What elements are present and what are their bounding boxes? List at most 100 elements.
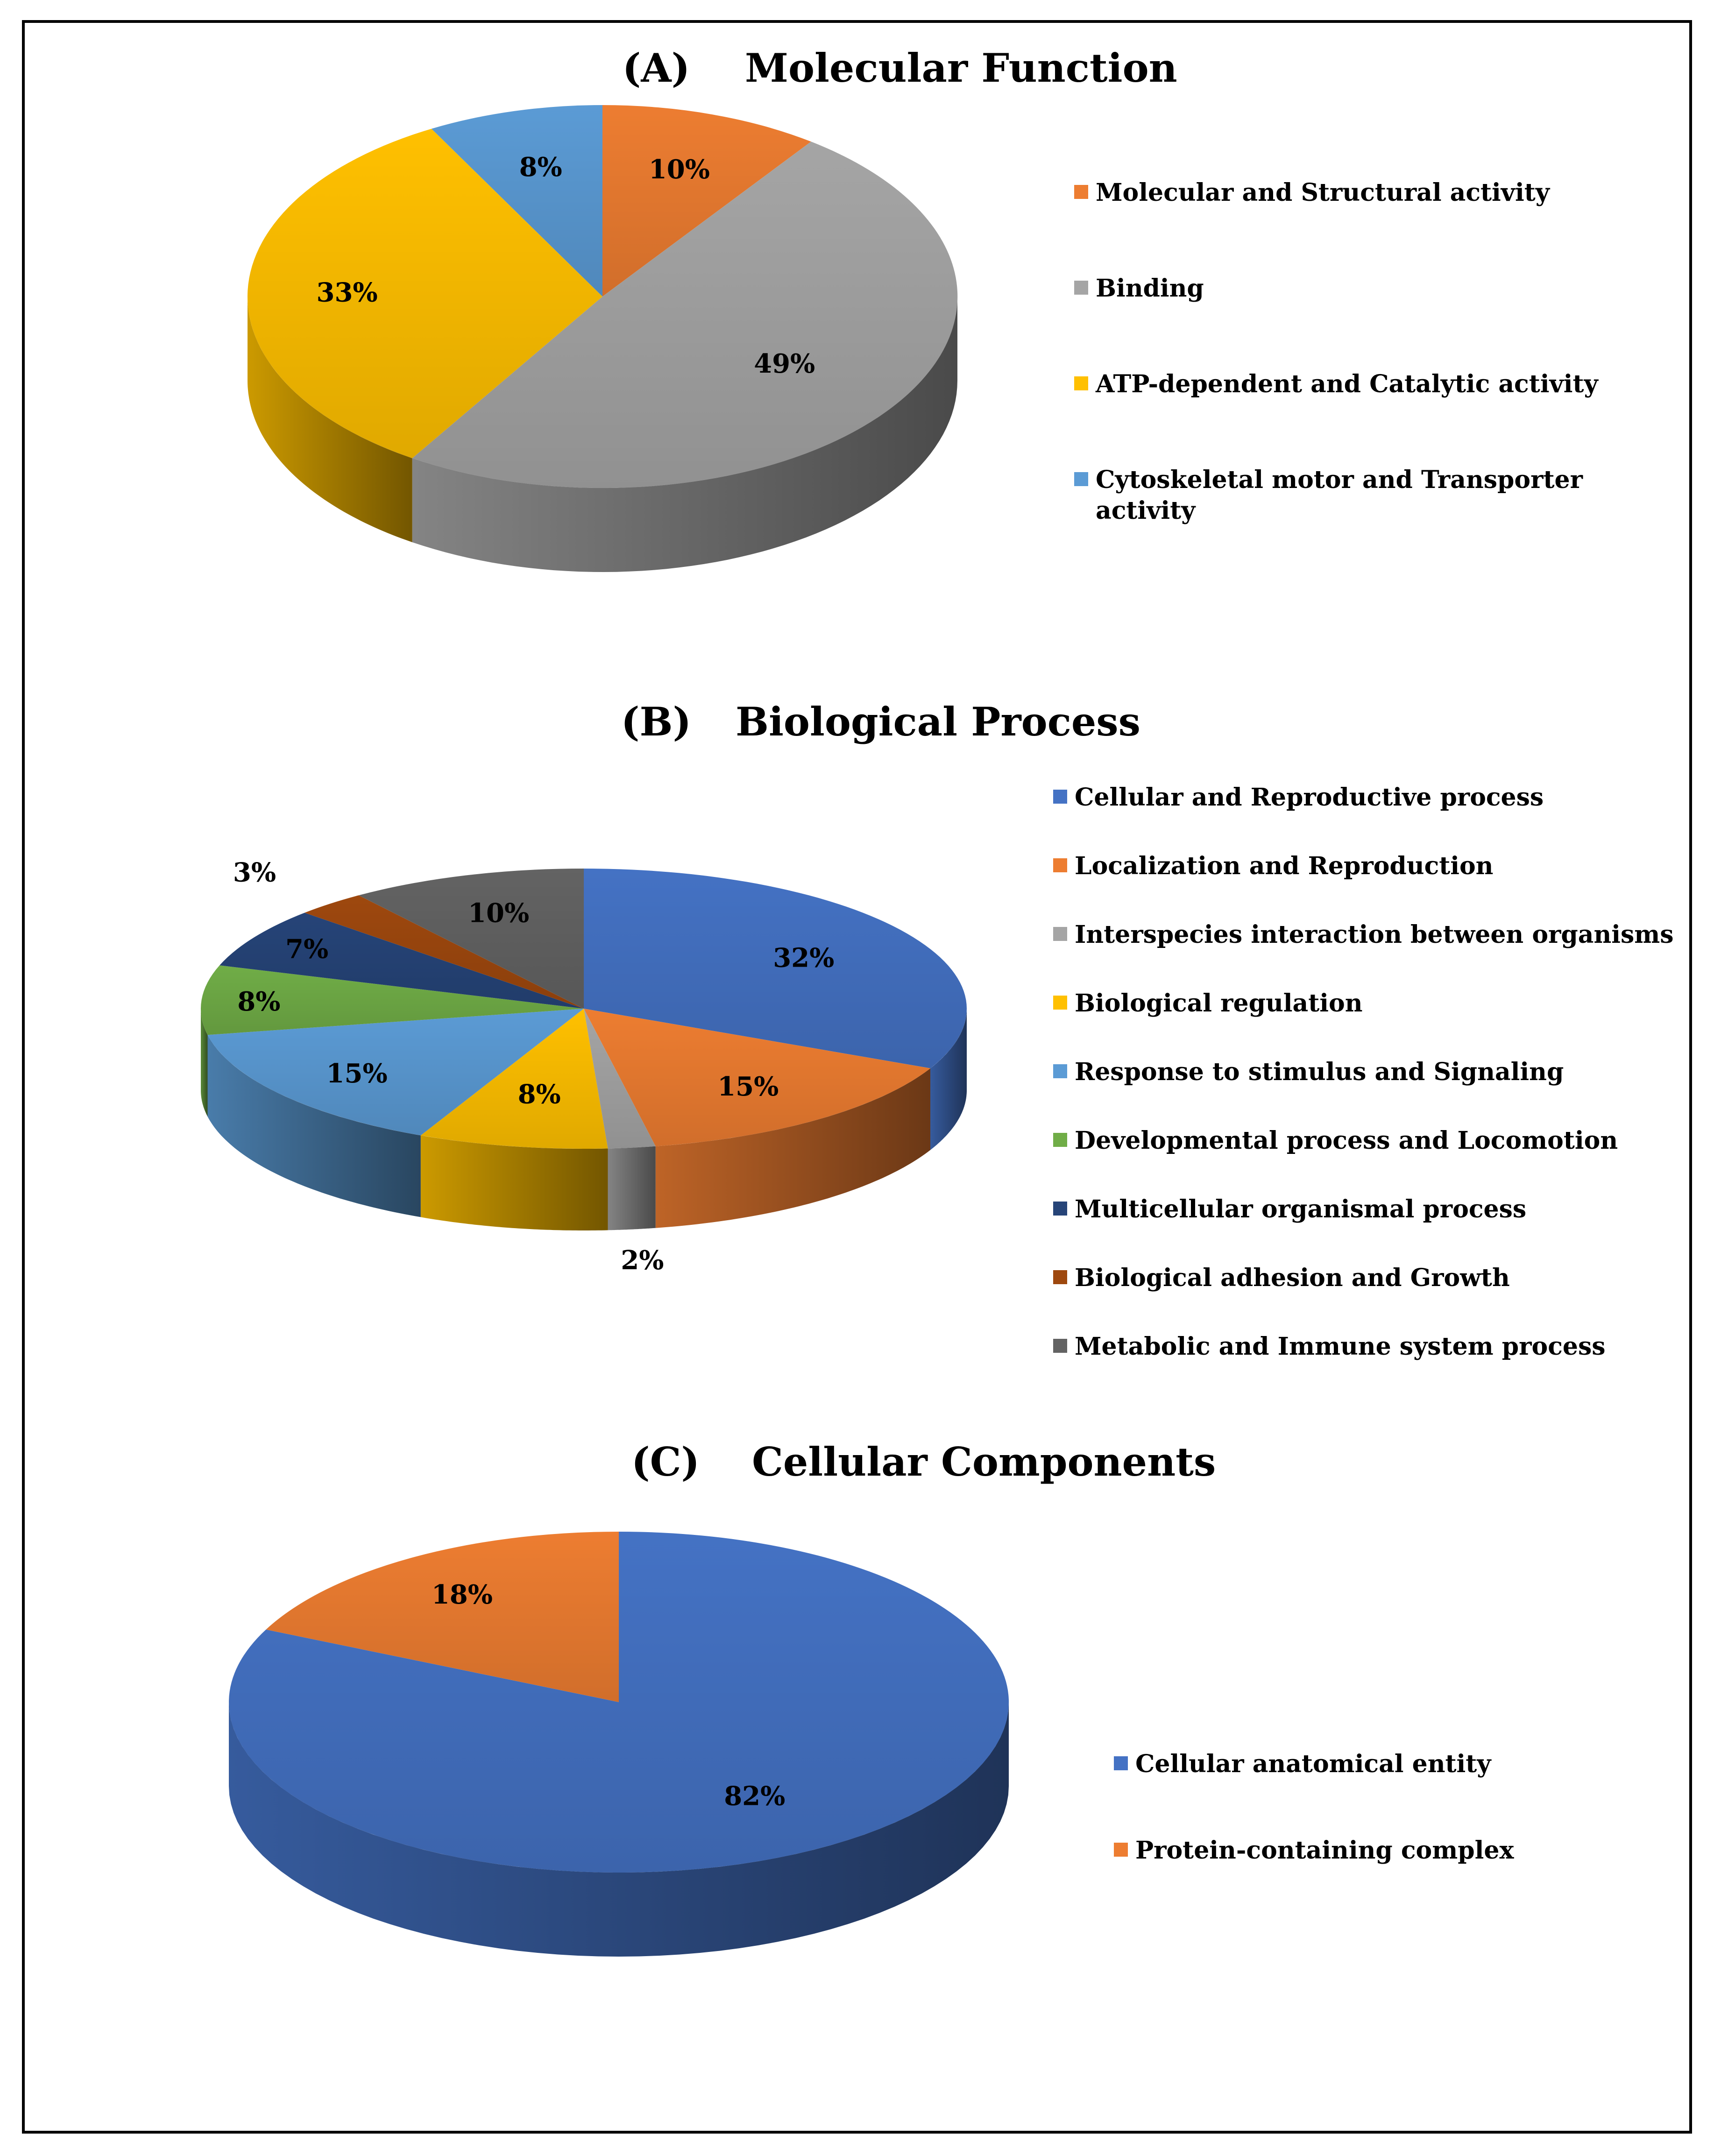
legend-label: Protein-containing complex	[1135, 1836, 1514, 1865]
legend-label: ATP-dependent and Catalytic activity	[1095, 370, 1599, 398]
slice-molecular-and-structural-activity	[602, 105, 811, 297]
chart-1-slices	[247, 105, 958, 488]
chart-2-letter: (B)	[621, 699, 692, 745]
chart-3-title: Cellular Components	[752, 1439, 1216, 1485]
data-label-atp-dependent-and-catalytic-activity: 33%	[317, 277, 378, 308]
legend-item-biological-regulation: Biological regulation	[1053, 989, 1363, 1018]
chart-1-letter: (A)	[623, 45, 690, 91]
slice-side-response-to-stimulus-and-signaling	[207, 1035, 421, 1217]
legend-swatch	[1053, 858, 1067, 872]
legend-label: Cellular anatomical entity	[1135, 1750, 1492, 1778]
data-label-biological-regulation: 8%	[518, 1079, 561, 1110]
slice-biological-adhesion-and-growth	[305, 895, 584, 1009]
legend-label: Response to stimulus and Signaling	[1075, 1058, 1564, 1086]
data-label-molecular-and-structural-activity: 10%	[649, 154, 710, 185]
legend-item-cytoskeletal-motor-and-transporter-activity: Cytoskeletal motor and Transporteractivi…	[1074, 466, 1583, 525]
legend-item-protein-containing-complex: Protein-containing complex	[1114, 1836, 1514, 1865]
data-label-cytoskeletal-motor-and-transporter-activity: 8%	[519, 152, 562, 183]
legend-item-atp-dependent-and-catalytic-activity: ATP-dependent and Catalytic activity	[1074, 370, 1599, 398]
slice-cytoskeletal-motor-and-transporter-activity	[431, 105, 602, 297]
data-label-interspecies-interaction-between-organisms: 2%	[621, 1245, 664, 1276]
legend-label: Developmental process and Locomotion	[1075, 1126, 1618, 1155]
data-label-developmental-process-and-locomotion: 8%	[237, 986, 280, 1017]
legend-swatch	[1074, 185, 1088, 199]
data-label-biological-adhesion-and-growth: 3%	[233, 857, 276, 888]
slice-response-to-stimulus-and-signaling	[207, 1009, 584, 1136]
legend-item-interspecies-interaction-between-organisms: Interspecies interaction between organis…	[1053, 920, 1674, 949]
legend-item-multicellular-organismal-process: Multicellular organismal process	[1053, 1195, 1526, 1223]
legend-label: Metabolic and Immune system process	[1075, 1332, 1606, 1361]
legend-label: Cytoskeletal motor and Transporter	[1096, 466, 1583, 494]
legend-item-response-to-stimulus-and-signaling: Response to stimulus and Signaling	[1053, 1058, 1564, 1086]
pie-chart-1: (A) Molecular Function 10% 49% 33% 8% Molecula…	[247, 45, 1599, 572]
legend-item-developmental-process-and-locomotion: Developmental process and Locomotion	[1053, 1126, 1618, 1155]
slice-side-atp-dependent-and-catalytic-activity	[248, 297, 412, 543]
legend-swatch	[1074, 376, 1088, 390]
data-label-metabolic-and-immune-system-process: 10%	[468, 898, 529, 929]
legend-swatch	[1114, 1843, 1128, 1857]
legend-item-binding: Binding	[1074, 274, 1204, 303]
slice-side-developmental-process-and-locomotion	[201, 1009, 208, 1117]
slice-atp-dependent-and-catalytic-activity	[247, 128, 602, 459]
legend-swatch	[1053, 1270, 1067, 1284]
chart-3-slices	[229, 1532, 1009, 1873]
slice-cellular-anatomical-entity	[229, 1532, 1009, 1873]
chart-3-sides	[229, 1702, 1009, 1957]
slice-side-interspecies-interaction-between-organisms	[608, 1146, 656, 1230]
chart-2-sides	[201, 1009, 967, 1230]
slice-developmental-process-and-locomotion	[200, 965, 584, 1035]
legend-swatch	[1114, 1756, 1128, 1770]
legend-label: Biological regulation	[1075, 989, 1363, 1018]
chart-1-legend: Molecular and Structural activity Binding…	[1074, 178, 1599, 525]
slice-protein-containing-complex	[266, 1532, 619, 1702]
slice-binding	[412, 141, 958, 488]
data-label-response-to-stimulus-and-signaling: 15%	[326, 1058, 388, 1089]
chart-3-legend: Cellular anatomical entity Protein-contai…	[1114, 1750, 1514, 1865]
legend-swatch	[1053, 1339, 1067, 1353]
legend-item-biological-adhesion-and-growth: Biological adhesion and Growth	[1053, 1264, 1510, 1292]
legend-item-metabolic-and-immune-system-process: Metabolic and Immune system process	[1053, 1332, 1606, 1361]
legend-swatch	[1053, 996, 1067, 1010]
legend-swatch	[1053, 1133, 1067, 1147]
data-label-multicellular-organismal-process: 7%	[285, 934, 328, 965]
slice-metabolic-and-immune-system-process	[359, 869, 584, 1009]
slice-side-localization-and-reproduction	[655, 1068, 930, 1228]
slice-cellular-and-reproductive-process	[584, 869, 967, 1068]
legend-swatch	[1053, 927, 1067, 941]
pie-chart-3: (C) Cellular Components 82% 18% Cellular ana…	[229, 1439, 1514, 1957]
slice-multicellular-organismal-process	[220, 912, 584, 1009]
legend-item-cellular-and-reproductive-process: Cellular and Reproductive process	[1053, 783, 1544, 812]
chart-1-title: Molecular Function	[745, 45, 1177, 91]
slice-biological-regulation	[420, 1009, 608, 1149]
legend-label: Cellular and Reproductive process	[1075, 783, 1544, 812]
legend-label: Molecular and Structural activity	[1096, 178, 1551, 207]
slice-localization-and-reproduction	[584, 1009, 930, 1146]
legend-item-molecular-and-structural-activity: Molecular and Structural activity	[1074, 178, 1551, 207]
data-label-protein-containing-complex: 18%	[432, 1579, 493, 1610]
legend-label: Binding	[1096, 274, 1204, 303]
legend-label: Biological adhesion and Growth	[1075, 1264, 1510, 1292]
legend-label: activity	[1096, 496, 1196, 525]
legend-swatch	[1053, 790, 1067, 804]
legend-item-localization-and-reproduction: Localization and Reproduction	[1053, 852, 1494, 880]
slice-interspecies-interaction-between-organisms	[584, 1009, 656, 1149]
chart-2-legend: Cellular and Reproductive process Localiz…	[1053, 783, 1674, 1361]
legend-swatch	[1053, 1064, 1067, 1078]
chart-1-sides	[248, 297, 957, 572]
legend-label: Localization and Reproduction	[1075, 852, 1494, 880]
slice-side-cellular-anatomical-entity	[229, 1702, 1009, 1957]
legend-swatch	[1074, 472, 1088, 486]
data-label-cellular-and-reproductive-process: 32%	[773, 943, 834, 974]
slice-side-cellular-and-reproductive-process	[930, 1009, 967, 1150]
chart-3-letter: (C)	[631, 1439, 700, 1485]
legend-swatch	[1053, 1202, 1067, 1216]
legend-label: Multicellular organismal process	[1075, 1195, 1526, 1223]
slice-side-biological-regulation	[420, 1135, 608, 1230]
legend-label: Interspecies interaction between organis…	[1075, 920, 1674, 949]
chart-2-slices	[200, 869, 967, 1149]
data-label-cellular-anatomical-entity: 82%	[724, 1781, 785, 1811]
legend-swatch	[1074, 281, 1088, 295]
chart-2-title: Biological Process	[736, 699, 1140, 745]
data-label-localization-and-reproduction: 15%	[717, 1071, 779, 1102]
